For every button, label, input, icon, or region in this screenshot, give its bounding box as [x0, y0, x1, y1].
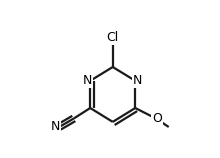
- Text: N: N: [51, 121, 60, 134]
- Text: O: O: [152, 112, 162, 125]
- Text: N: N: [83, 74, 92, 87]
- Text: N: N: [133, 74, 143, 87]
- Text: Cl: Cl: [107, 31, 119, 44]
